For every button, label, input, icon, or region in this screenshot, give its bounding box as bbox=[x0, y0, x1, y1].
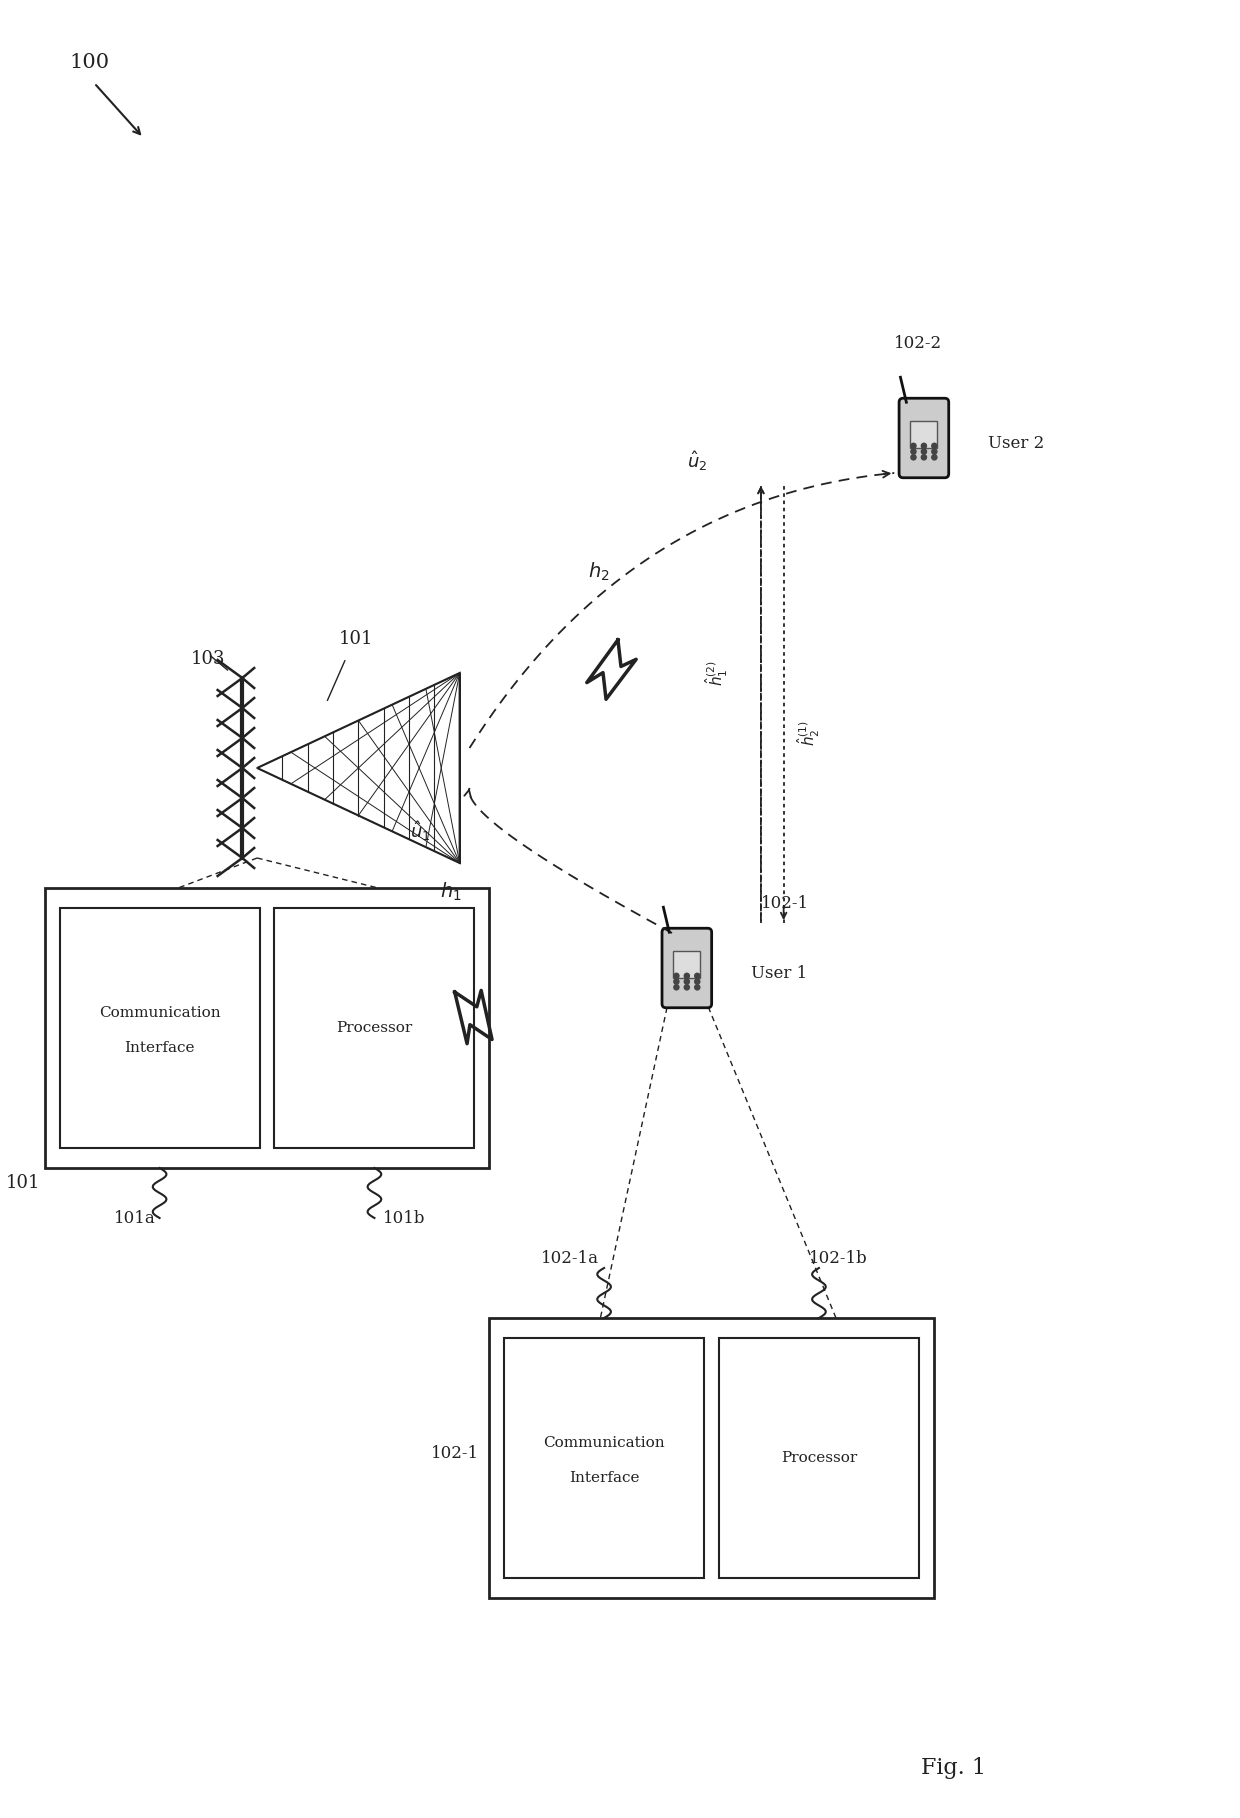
Circle shape bbox=[931, 444, 937, 449]
Text: $h_1$: $h_1$ bbox=[440, 882, 461, 904]
Circle shape bbox=[921, 449, 926, 454]
Text: Communication: Communication bbox=[99, 1005, 221, 1020]
Text: 102-1: 102-1 bbox=[761, 894, 808, 913]
Bar bbox=[673, 951, 701, 978]
Circle shape bbox=[694, 973, 699, 978]
Text: $\hat{h}_1^{(2)}$: $\hat{h}_1^{(2)}$ bbox=[703, 660, 729, 685]
Circle shape bbox=[694, 985, 699, 991]
Circle shape bbox=[921, 454, 926, 460]
Bar bbox=[719, 1338, 919, 1578]
Text: $h_2$: $h_2$ bbox=[588, 562, 610, 584]
Circle shape bbox=[911, 449, 916, 454]
Bar bbox=[490, 1318, 934, 1598]
Text: User 1: User 1 bbox=[751, 965, 807, 982]
Bar bbox=[274, 907, 475, 1147]
Text: 102-1b: 102-1b bbox=[810, 1251, 868, 1267]
FancyBboxPatch shape bbox=[899, 398, 949, 478]
Text: 101: 101 bbox=[5, 1174, 40, 1193]
Text: User 2: User 2 bbox=[988, 435, 1044, 451]
Circle shape bbox=[673, 978, 680, 984]
Text: Processor: Processor bbox=[336, 1022, 413, 1034]
Bar bbox=[60, 907, 259, 1147]
Circle shape bbox=[684, 978, 689, 984]
Text: 101: 101 bbox=[339, 631, 373, 647]
Circle shape bbox=[694, 978, 699, 984]
Circle shape bbox=[931, 449, 937, 454]
Text: $\hat{u}_1$: $\hat{u}_1$ bbox=[410, 820, 430, 844]
Bar bbox=[910, 420, 937, 447]
Text: 102-1a: 102-1a bbox=[541, 1251, 599, 1267]
Text: 103: 103 bbox=[191, 651, 224, 667]
Circle shape bbox=[911, 454, 916, 460]
Text: Interface: Interface bbox=[569, 1471, 640, 1485]
Text: 102-2: 102-2 bbox=[894, 335, 942, 353]
FancyBboxPatch shape bbox=[662, 929, 712, 1007]
Text: Communication: Communication bbox=[543, 1436, 665, 1451]
Circle shape bbox=[673, 985, 680, 991]
Circle shape bbox=[684, 985, 689, 991]
Text: 101a: 101a bbox=[114, 1211, 156, 1227]
Text: Interface: Interface bbox=[124, 1042, 195, 1054]
Circle shape bbox=[921, 444, 926, 449]
Circle shape bbox=[684, 973, 689, 978]
Text: 101b: 101b bbox=[383, 1211, 425, 1227]
Circle shape bbox=[911, 444, 916, 449]
Text: Processor: Processor bbox=[781, 1451, 857, 1465]
Text: $\hat{h}_2^{(1)}$: $\hat{h}_2^{(1)}$ bbox=[795, 720, 822, 745]
Bar bbox=[45, 887, 490, 1167]
Bar bbox=[505, 1338, 704, 1578]
Circle shape bbox=[673, 973, 680, 978]
Text: 100: 100 bbox=[69, 53, 109, 73]
Text: 102-1: 102-1 bbox=[432, 1445, 480, 1462]
Text: Fig. 1: Fig. 1 bbox=[921, 1756, 986, 1780]
Circle shape bbox=[931, 454, 937, 460]
Text: $\hat{u}_2$: $\hat{u}_2$ bbox=[687, 449, 707, 473]
